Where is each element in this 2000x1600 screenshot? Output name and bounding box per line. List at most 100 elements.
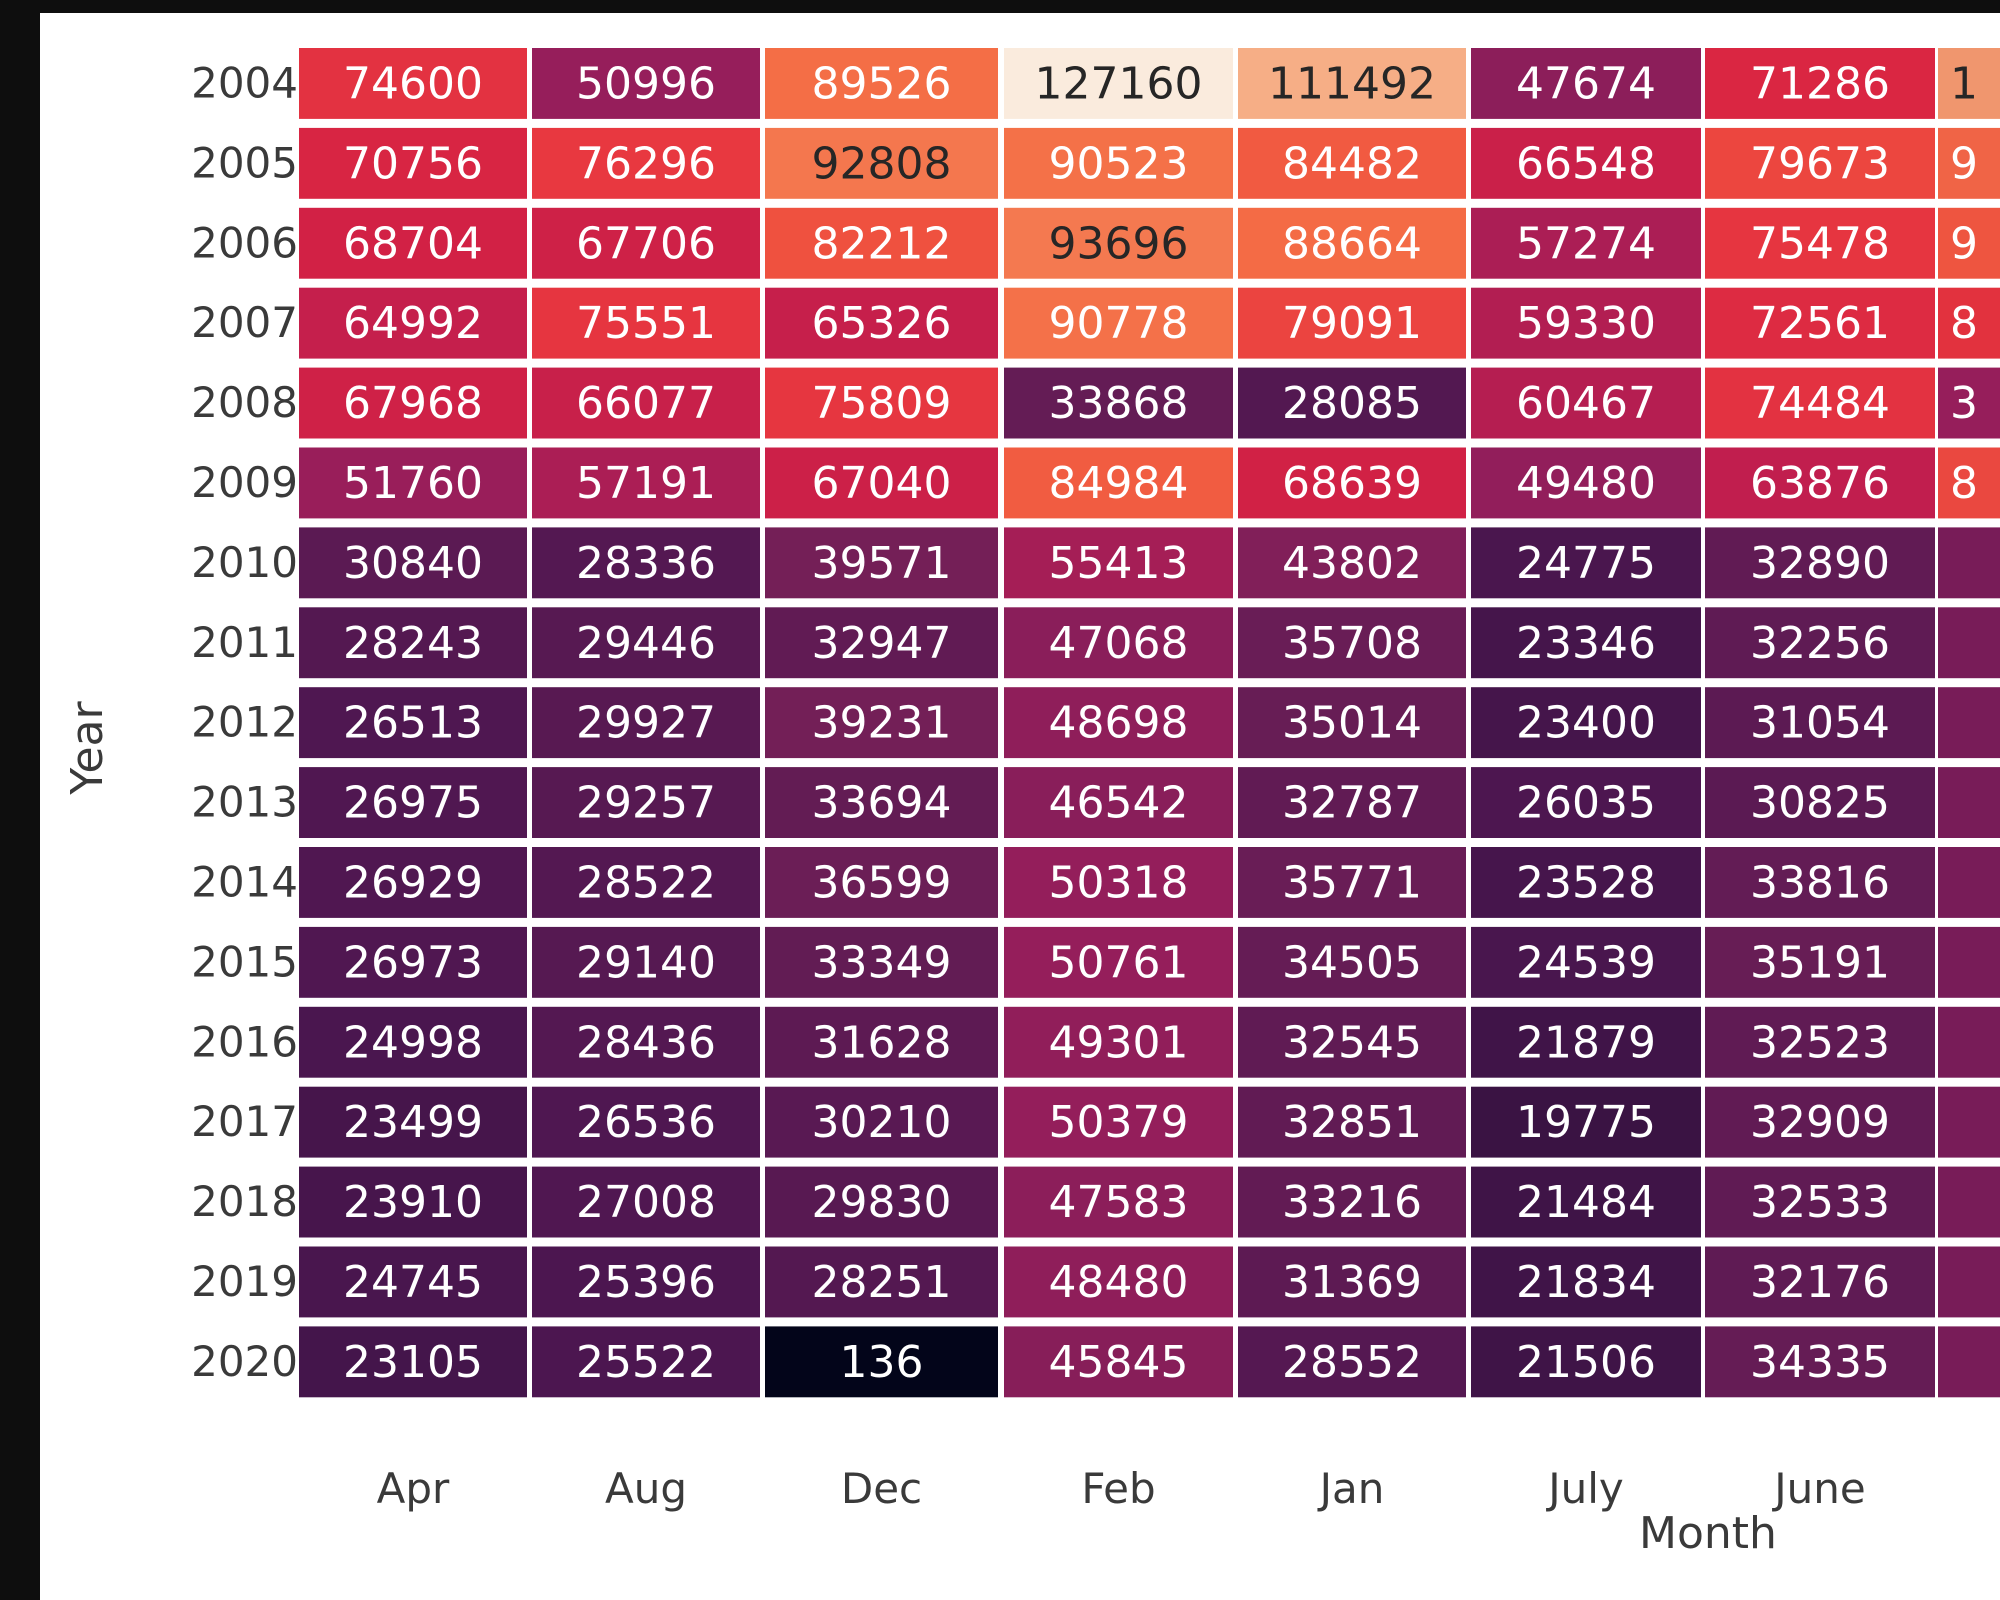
partial-cell — [1938, 367, 2000, 439]
cell-value-label: 89526 — [812, 58, 952, 109]
heatmap-cell-2016-july — [1471, 1006, 1701, 1078]
heatmap-cell-2008-apr — [299, 367, 527, 439]
partial-cell — [1938, 48, 2000, 119]
cell-value-label: 49301 — [1049, 1017, 1189, 1068]
cell-value-label: 32787 — [1282, 778, 1422, 829]
heatmap-cells: 74600 50996 89526 127160 111492 47674 71286 707… — [299, 48, 1935, 1398]
cell-value-label: 65326 — [812, 298, 952, 349]
heatmap-cell-2016-june — [1705, 1006, 1935, 1078]
partial-cell — [1938, 926, 2000, 998]
x-tick-label: Aug — [605, 1464, 687, 1513]
cell-value-label: 51760 — [343, 458, 483, 509]
heatmap-cell-2008-jan — [1238, 367, 1466, 439]
cell-value-label: 30825 — [1750, 778, 1890, 829]
x-tick-label: Feb — [1081, 1464, 1155, 1513]
x-tick-labels: Apr Aug Dec Feb Jan July June — [377, 1464, 1866, 1513]
cell-value-label: 33216 — [1282, 1177, 1422, 1228]
cell-value-label: 93696 — [1049, 218, 1189, 269]
heatmap-cell-2012-feb — [1004, 687, 1233, 759]
cell-value-label: 23400 — [1516, 698, 1656, 749]
heatmap-cell-2019-dec — [765, 1246, 998, 1318]
heatmap-cell-2005-dec — [765, 127, 998, 199]
partial-cell — [1938, 127, 2000, 199]
y-tick-label: 2010 — [191, 538, 298, 587]
partial-cell — [1938, 207, 2000, 279]
partial-column: 1 9 9 8 3 8 — [1938, 48, 2000, 1398]
heatmap-cell-2008-feb — [1004, 367, 1233, 439]
heatmap-cell-2011-jan — [1238, 607, 1466, 679]
partial-cell — [1938, 527, 2000, 599]
heatmap-cell-2004-apr — [299, 48, 527, 119]
cell-value-label: 79091 — [1282, 298, 1422, 349]
cell-value-label: 84482 — [1282, 138, 1422, 189]
heatmap-cell-2007-jan — [1238, 287, 1466, 359]
cell-value-label: 31054 — [1750, 698, 1890, 749]
heatmap-cell-2016-aug — [532, 1006, 760, 1078]
heatmap-cell-2013-dec — [765, 767, 998, 838]
heatmap-cell-2010-apr — [299, 527, 527, 599]
heatmap-cell-2006-july — [1471, 207, 1701, 279]
heatmap-cell-2004-jan — [1238, 48, 1466, 119]
heatmap-cell-2020-jan — [1238, 1326, 1466, 1398]
heatmap-cell-2018-apr — [299, 1166, 527, 1238]
cell-value-label: 59330 — [1516, 298, 1656, 349]
heatmap-cell-2005-aug — [532, 127, 760, 199]
cell-value-label: 92808 — [812, 138, 952, 189]
partial-cell-label: 8 — [1950, 298, 1978, 349]
partial-cell — [1938, 287, 2000, 359]
cell-value-label: 30840 — [343, 538, 483, 589]
cell-value-label: 25396 — [576, 1257, 716, 1308]
cell-value-label: 74484 — [1750, 378, 1890, 429]
cell-value-label: 35771 — [1282, 857, 1422, 908]
cell-value-label: 35014 — [1282, 698, 1422, 749]
heatmap-cell-2015-feb — [1004, 926, 1233, 998]
heatmap-cell-2007-july — [1471, 287, 1701, 359]
heatmap-cell-2015-apr — [299, 926, 527, 998]
cell-value-label: 33816 — [1750, 857, 1890, 908]
heatmap-cell-2019-june — [1705, 1246, 1935, 1318]
cell-value-label: 64992 — [343, 298, 483, 349]
cell-value-label: 31628 — [812, 1017, 952, 1068]
partial-cell — [1938, 607, 2000, 679]
cell-value-label: 84984 — [1049, 458, 1189, 509]
heatmap-cell-2005-feb — [1004, 127, 1233, 199]
cell-value-label: 33349 — [812, 937, 952, 988]
heatmap-cell-2012-june — [1705, 687, 1935, 759]
cell-value-label: 24539 — [1516, 937, 1656, 988]
heatmap-cell-2010-june — [1705, 527, 1935, 599]
heatmap-cell-2017-dec — [765, 1086, 998, 1158]
cell-value-label: 29446 — [576, 618, 716, 669]
heatmap-cell-2004-june — [1705, 48, 1935, 119]
cell-value-label: 28436 — [576, 1017, 716, 1068]
cell-value-label: 34335 — [1750, 1337, 1890, 1388]
cell-value-label: 66548 — [1516, 138, 1656, 189]
heatmap-cell-2004-feb — [1004, 48, 1233, 119]
heatmap-cell-2008-aug — [532, 367, 760, 439]
cell-value-label: 68639 — [1282, 458, 1422, 509]
heatmap-cell-2009-apr — [299, 447, 527, 519]
partial-cell — [1938, 687, 2000, 759]
y-tick-label: 2019 — [191, 1257, 298, 1306]
y-tick-label: 2006 — [191, 218, 298, 267]
heatmap-cell-2018-june — [1705, 1166, 1935, 1238]
cell-value-label: 28085 — [1282, 378, 1422, 429]
heatmap-cell-2009-june — [1705, 447, 1935, 519]
cell-value-label: 72561 — [1750, 298, 1890, 349]
partial-cell — [1938, 847, 2000, 918]
heatmap-cell-2005-june — [1705, 127, 1935, 199]
heatmap-cell-2005-apr — [299, 127, 527, 199]
heatmap-cell-2009-dec — [765, 447, 998, 519]
cell-value-label: 57274 — [1516, 218, 1656, 269]
heatmap-cell-2011-june — [1705, 607, 1935, 679]
partial-cell — [1938, 767, 2000, 838]
cell-value-label: 70756 — [343, 138, 483, 189]
cell-value-label: 29927 — [576, 698, 716, 749]
heatmap-cell-2017-aug — [532, 1086, 760, 1158]
x-tick-label: June — [1771, 1464, 1865, 1513]
cell-value-label: 47674 — [1516, 58, 1656, 109]
heatmap-cell-2020-apr — [299, 1326, 527, 1398]
partial-cell — [1938, 1246, 2000, 1318]
cell-value-label: 47583 — [1049, 1177, 1189, 1228]
heatmap-cell-2019-feb — [1004, 1246, 1233, 1318]
cell-value-label: 23910 — [343, 1177, 483, 1228]
